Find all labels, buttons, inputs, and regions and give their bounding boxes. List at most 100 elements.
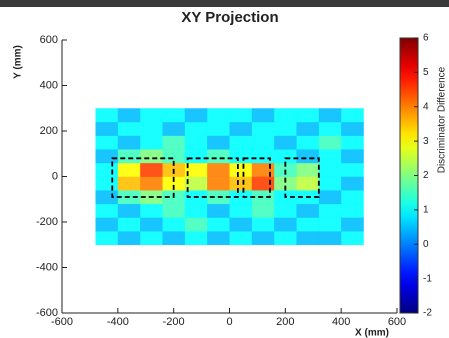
heat-cell [318,162,342,177]
heat-cell [251,203,275,218]
heat-cell [207,231,230,246]
heat-cell [296,135,320,150]
heat-cell [229,108,253,123]
heat-cell [117,149,141,164]
heat-cell [229,121,253,136]
heat-cell [318,231,342,246]
heat-cell [274,149,297,164]
x-tick-label: 600 [388,316,406,328]
heat-cell [95,108,119,123]
x-tick-label: -400 [107,316,129,328]
region-box [186,157,239,198]
heat-cell [229,231,253,246]
heat-cell [341,121,364,136]
colorbar-tick-label: 4 [423,101,429,112]
heat-cell [251,176,275,191]
colorbar-tick-label: -1 [423,273,432,284]
heat-cell [184,176,208,191]
colorbar-tick-label: 5 [423,67,429,78]
heat-cell [140,203,163,218]
heat-cell [251,149,275,164]
heat-cell [341,176,364,191]
heat-cell [184,108,208,123]
colorbar-tick-label: 1 [423,205,429,216]
heat-cell [296,121,320,136]
heat-cell [274,176,297,191]
heat-cell [296,176,320,191]
y-tick-label: -400 [36,261,58,273]
heat-cell [341,162,364,177]
x-tick-label: -200 [163,316,185,328]
heat-cell [207,121,230,136]
y-tick-label: 200 [40,125,58,137]
heat-cell [318,108,342,123]
heat-cell [207,203,230,218]
heat-cell [184,162,208,177]
heat-cell [140,108,163,123]
heat-cell [207,135,230,150]
heat-cell [95,217,119,232]
heat-cell [229,217,253,232]
heat-cell [296,162,320,177]
heat-cell [117,217,141,232]
heat-cell [274,135,297,150]
heat-cell [140,231,163,246]
heat-cell [251,108,275,123]
heat-cell [341,108,364,123]
x-axis-label: X (mm) [355,328,389,338]
heat-cell [341,231,364,246]
x-tick-label: 200 [276,316,294,328]
heat-cell [296,203,320,218]
heat-cell [140,149,163,164]
heat-cell [274,217,297,232]
heat-cell [318,203,342,218]
heat-cell [95,135,119,150]
heat-cell [207,108,230,123]
heat-cell [140,217,163,232]
heat-cell [162,121,186,136]
heat-cell [251,135,275,150]
heat-cell [296,231,320,246]
heat-cell [274,203,297,218]
y-tick-label: 600 [40,34,58,46]
heat-cell [207,217,230,232]
heat-cell [95,149,119,164]
chart-title: XY Projection [181,9,278,26]
x-tick-label: 400 [332,316,350,328]
region-box [111,157,175,198]
heat-cell [162,176,186,191]
heat-cell [341,203,364,218]
heat-cell [184,149,208,164]
heat-cell [207,176,230,191]
heat-cell [140,135,163,150]
heat-cell [117,231,141,246]
heat-cell [251,231,275,246]
x-tick-label: 0 [226,316,232,328]
heat-cell [318,149,342,164]
y-axis-label: Y (mm) [13,45,24,79]
heat-cell [341,149,364,164]
heat-cell [207,149,230,164]
heat-cell [117,162,141,177]
heat-cell [251,162,275,177]
heat-cell [318,190,342,205]
heat-cell [229,176,253,191]
colorbar-tick-label: 0 [423,239,429,250]
heat-cell [117,108,141,123]
heat-cell [162,108,186,123]
heat-cell [229,149,253,164]
heat-cell [318,135,342,150]
heat-cell [95,231,119,246]
heat-cell [184,135,208,150]
heat-cell [162,135,186,150]
heat-cell [184,121,208,136]
heat-cell [140,176,163,191]
heat-cell [229,135,253,150]
heat-cell [296,217,320,232]
heat-cell [162,217,186,232]
y-tick-label: -200 [36,216,58,228]
region-box [284,157,320,198]
heat-cell [341,217,364,232]
colorbar-tick-label: 6 [423,33,429,44]
